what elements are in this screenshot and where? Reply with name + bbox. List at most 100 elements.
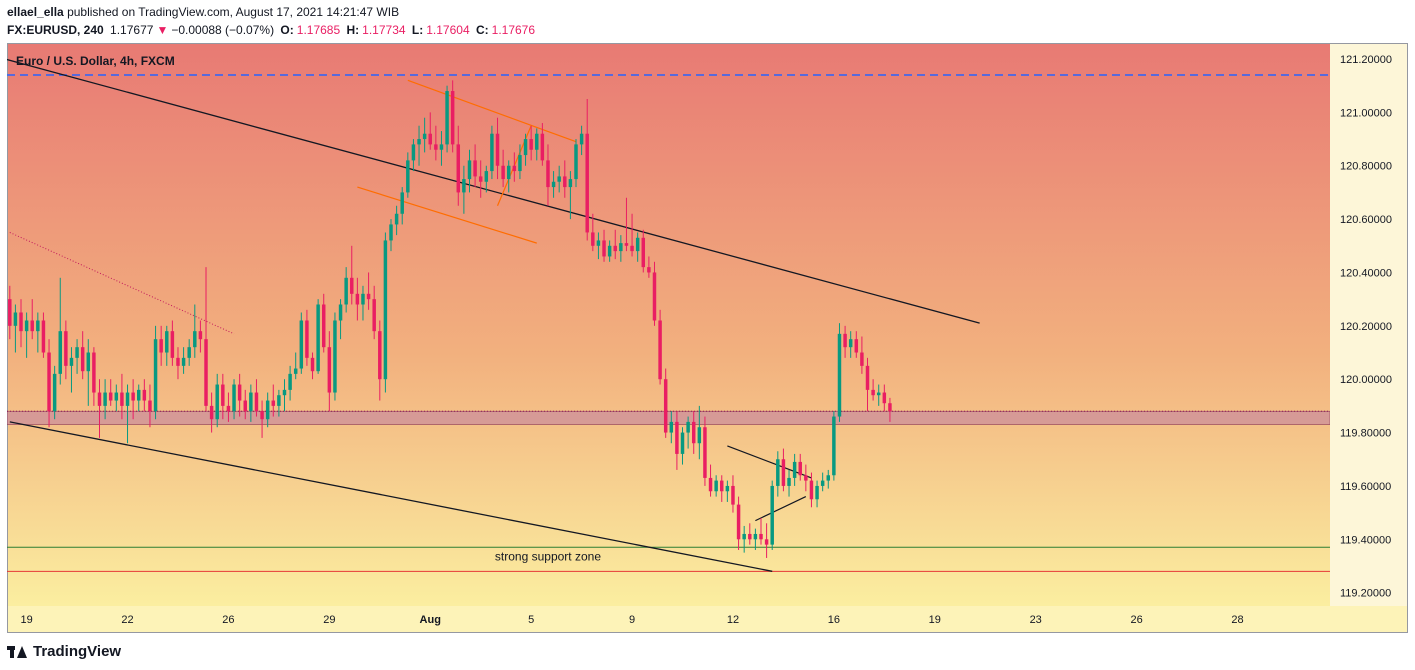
candle-body[interactable] [720, 480, 724, 492]
trend-line-1[interactable] [9, 421, 773, 572]
candle-body[interactable] [193, 331, 197, 348]
candle-body[interactable] [557, 176, 561, 182]
candle-body[interactable] [501, 165, 505, 180]
candle-body[interactable] [428, 133, 432, 145]
candle-body[interactable] [647, 267, 651, 273]
candle-body[interactable] [41, 320, 46, 353]
candle-body[interactable] [703, 427, 707, 478]
candle-body[interactable] [237, 384, 242, 401]
candle-body[interactable] [75, 347, 79, 358]
candle-body[interactable] [58, 331, 62, 374]
candle-body[interactable] [624, 243, 629, 246]
candle-body[interactable] [170, 331, 175, 358]
candle-body[interactable] [148, 400, 152, 412]
candle-body[interactable] [265, 400, 270, 420]
candle-body[interactable] [209, 405, 214, 420]
candle-body[interactable] [108, 392, 113, 401]
candle-body[interactable] [641, 237, 646, 268]
tradingview-brand[interactable]: TradingView [7, 643, 121, 660]
candle-body[interactable] [310, 357, 315, 372]
candle-body[interactable] [675, 421, 679, 454]
candle-body[interactable] [400, 192, 404, 214]
candle-body[interactable] [804, 475, 808, 481]
candle-body[interactable] [215, 384, 219, 420]
candle-body[interactable] [607, 245, 612, 257]
candle-body[interactable] [434, 144, 438, 150]
candle-body[interactable] [708, 477, 713, 492]
candle-body[interactable] [854, 339, 859, 353]
candle-body[interactable] [736, 504, 741, 540]
candle-body[interactable] [333, 320, 337, 393]
candle-body[interactable] [260, 411, 264, 420]
candle-body[interactable] [181, 357, 186, 366]
candle-body[interactable] [204, 339, 208, 406]
candle-body[interactable] [787, 477, 791, 486]
candle-body[interactable] [350, 277, 354, 294]
candle-body[interactable] [198, 331, 203, 340]
candle-body[interactable] [686, 421, 690, 433]
candle-body[interactable] [529, 139, 533, 150]
candle-body[interactable] [277, 395, 281, 406]
candle-body[interactable] [103, 392, 107, 406]
candle-body[interactable] [445, 91, 449, 145]
candle-body[interactable] [462, 179, 466, 193]
candle-body[interactable] [776, 459, 780, 486]
candle-body[interactable] [843, 333, 847, 348]
candle-body[interactable] [691, 421, 696, 444]
candle-body[interactable] [820, 480, 825, 486]
candle-body[interactable] [344, 277, 348, 305]
candle-body[interactable] [361, 293, 365, 305]
candle-body[interactable] [815, 485, 819, 500]
trend-line-0[interactable] [0, 6, 980, 324]
candle-body[interactable] [142, 389, 147, 401]
candle-body[interactable] [47, 352, 51, 412]
candle-body[interactable] [159, 339, 163, 353]
candle-body[interactable] [187, 347, 191, 358]
candle-body[interactable] [165, 331, 169, 353]
candle-body[interactable] [535, 133, 539, 150]
candle-body[interactable] [832, 416, 836, 476]
candle-body[interactable] [226, 405, 231, 412]
time-axis[interactable] [7, 606, 1408, 633]
candle-body[interactable] [882, 392, 887, 404]
candle-body[interactable] [221, 384, 225, 406]
candle-body[interactable] [383, 240, 388, 380]
candle-body[interactable] [798, 461, 802, 476]
candle-body[interactable] [288, 373, 292, 390]
candle-body[interactable] [658, 320, 662, 380]
candle-body[interactable] [478, 176, 483, 182]
candle-body[interactable] [378, 331, 382, 380]
candle-body[interactable] [422, 133, 427, 140]
candle-body[interactable] [523, 139, 528, 156]
candle-body[interactable] [394, 213, 399, 225]
candle-body[interactable] [417, 139, 421, 145]
candle-body[interactable] [585, 133, 589, 233]
candle-body[interactable] [837, 333, 842, 417]
candle-body[interactable] [518, 155, 522, 172]
candle-body[interactable] [596, 240, 601, 246]
candle-body[interactable] [153, 339, 158, 412]
triangle-line-6[interactable] [727, 445, 812, 479]
candle-body[interactable] [52, 373, 57, 412]
candle-body[interactable] [563, 176, 567, 188]
candle-body[interactable] [888, 403, 892, 412]
candle-body[interactable] [860, 352, 864, 366]
candle-body[interactable] [551, 181, 556, 188]
candle-body[interactable] [36, 320, 40, 332]
candle-body[interactable] [591, 232, 595, 246]
candle-body[interactable] [299, 320, 304, 369]
candle-body[interactable] [574, 144, 578, 180]
candle-body[interactable] [613, 245, 617, 252]
candle-body[interactable] [473, 160, 477, 177]
candle-body[interactable] [86, 352, 91, 372]
candle-body[interactable] [826, 475, 831, 481]
candle-body[interactable] [764, 539, 769, 545]
candle-body[interactable] [249, 392, 253, 412]
candle-body[interactable] [92, 352, 96, 393]
candle-body[interactable] [338, 304, 343, 321]
candle-body[interactable] [372, 299, 376, 332]
candle-body[interactable] [321, 304, 326, 348]
candle-body[interactable] [568, 179, 573, 188]
support-resistance-zone[interactable] [7, 410, 1330, 425]
